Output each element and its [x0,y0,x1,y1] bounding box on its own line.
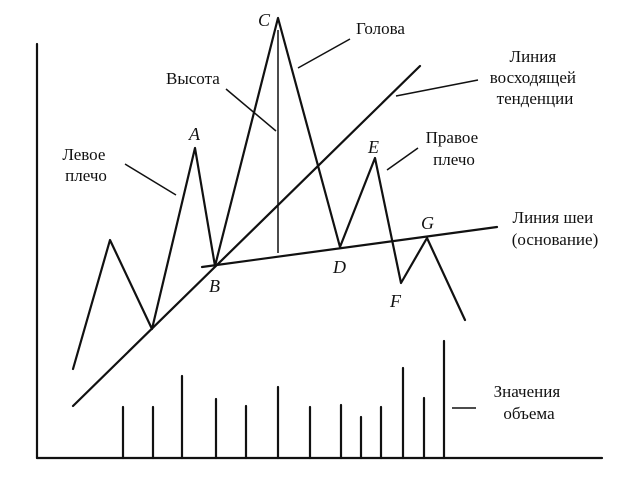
point-label-e: E [367,137,379,157]
volume-bars [121,339,446,460]
head-label: Голова [356,19,405,38]
right-shoulder-label: Правое плечо [426,128,483,169]
volume-label: Значения объема [494,382,565,423]
neckline [200,225,499,269]
neckline-label: Линия шеи (основание) [512,208,598,249]
left-shoulder-leader [124,163,177,196]
point-label-f: F [389,291,402,311]
height-leader [225,88,277,132]
point-label-c: C [258,10,271,30]
price-line [71,16,467,371]
height-label: Высота [166,69,220,88]
uptrend-label: Линия восходящей тенденции [490,47,580,108]
point-label-d: D [332,257,346,277]
point-label-b: B [209,276,220,296]
right-shoulder-leader [386,147,419,171]
head-leader [297,38,351,69]
point-label-g: G [421,213,434,233]
uptrend-line [71,64,422,408]
uptrend-leader [395,79,479,97]
left-shoulder-label: Левое плечо [62,145,109,185]
point-label-a: A [188,124,201,144]
